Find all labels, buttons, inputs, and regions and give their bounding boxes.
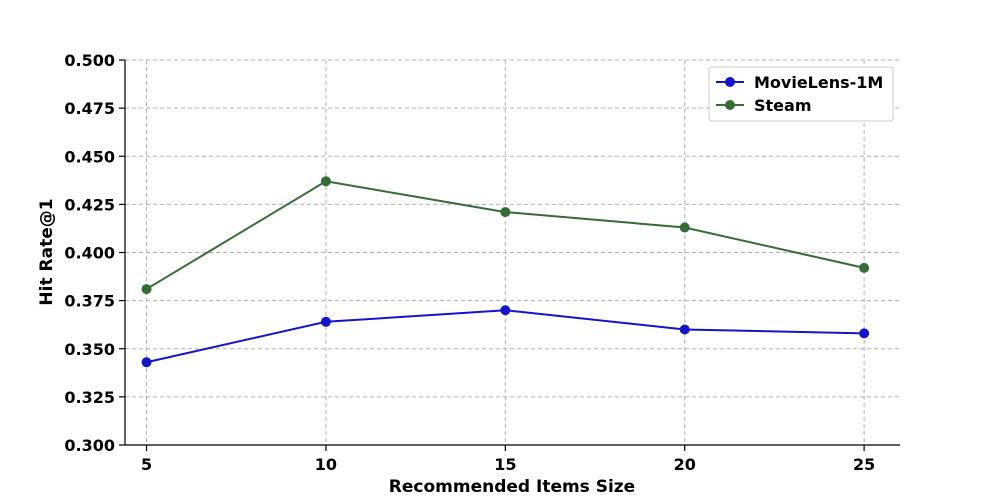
- legend-entry: Steam: [716, 96, 812, 115]
- data-point: [320, 316, 331, 327]
- legend: MovieLens-1M Steam: [708, 66, 894, 122]
- y-tick-label: 0.475: [64, 99, 115, 118]
- legend-marker: [725, 77, 735, 87]
- data-point: [679, 222, 690, 233]
- legend-box: [708, 66, 894, 122]
- y-tick-label: 0.375: [64, 292, 115, 311]
- series: [141, 176, 870, 368]
- y-tick-label: 0.400: [64, 244, 115, 263]
- legend-label: MovieLens-1M: [754, 73, 883, 92]
- y-tick-label: 0.350: [64, 340, 115, 359]
- legend-label: Steam: [754, 96, 812, 115]
- legend-entry: MovieLens-1M: [716, 73, 883, 92]
- data-point: [320, 176, 331, 187]
- grid: [125, 59, 900, 446]
- data-point: [141, 357, 152, 368]
- x-tick-label: 5: [141, 455, 152, 474]
- data-point: [679, 324, 690, 335]
- series-steam: [141, 176, 870, 295]
- legend-marker: [725, 100, 735, 110]
- y-tick-label: 0.425: [64, 195, 115, 214]
- y-axis-title: Hit Rate@1: [37, 198, 57, 305]
- y-tick-label: 0.325: [64, 388, 115, 407]
- data-point: [141, 284, 152, 295]
- data-point: [500, 305, 511, 316]
- y-tick-label: 0.300: [64, 436, 115, 455]
- data-point: [859, 328, 870, 339]
- series-movielens-1m: [141, 305, 870, 368]
- y-tick-label: 0.450: [64, 147, 115, 166]
- x-tick-label: 10: [315, 455, 337, 474]
- x-tick-label: 25: [853, 455, 875, 474]
- x-tick-label: 20: [674, 455, 696, 474]
- y-tick-label: 0.500: [64, 51, 115, 70]
- data-point: [500, 207, 511, 218]
- x-tick-label: 15: [494, 455, 516, 474]
- data-point: [859, 262, 870, 273]
- ticks: 0.300 0.325 0.350 0.375 0.400 0.425 0.450 0.475…: [64, 51, 875, 474]
- x-axis-title: Recommended Items Size: [389, 477, 635, 497]
